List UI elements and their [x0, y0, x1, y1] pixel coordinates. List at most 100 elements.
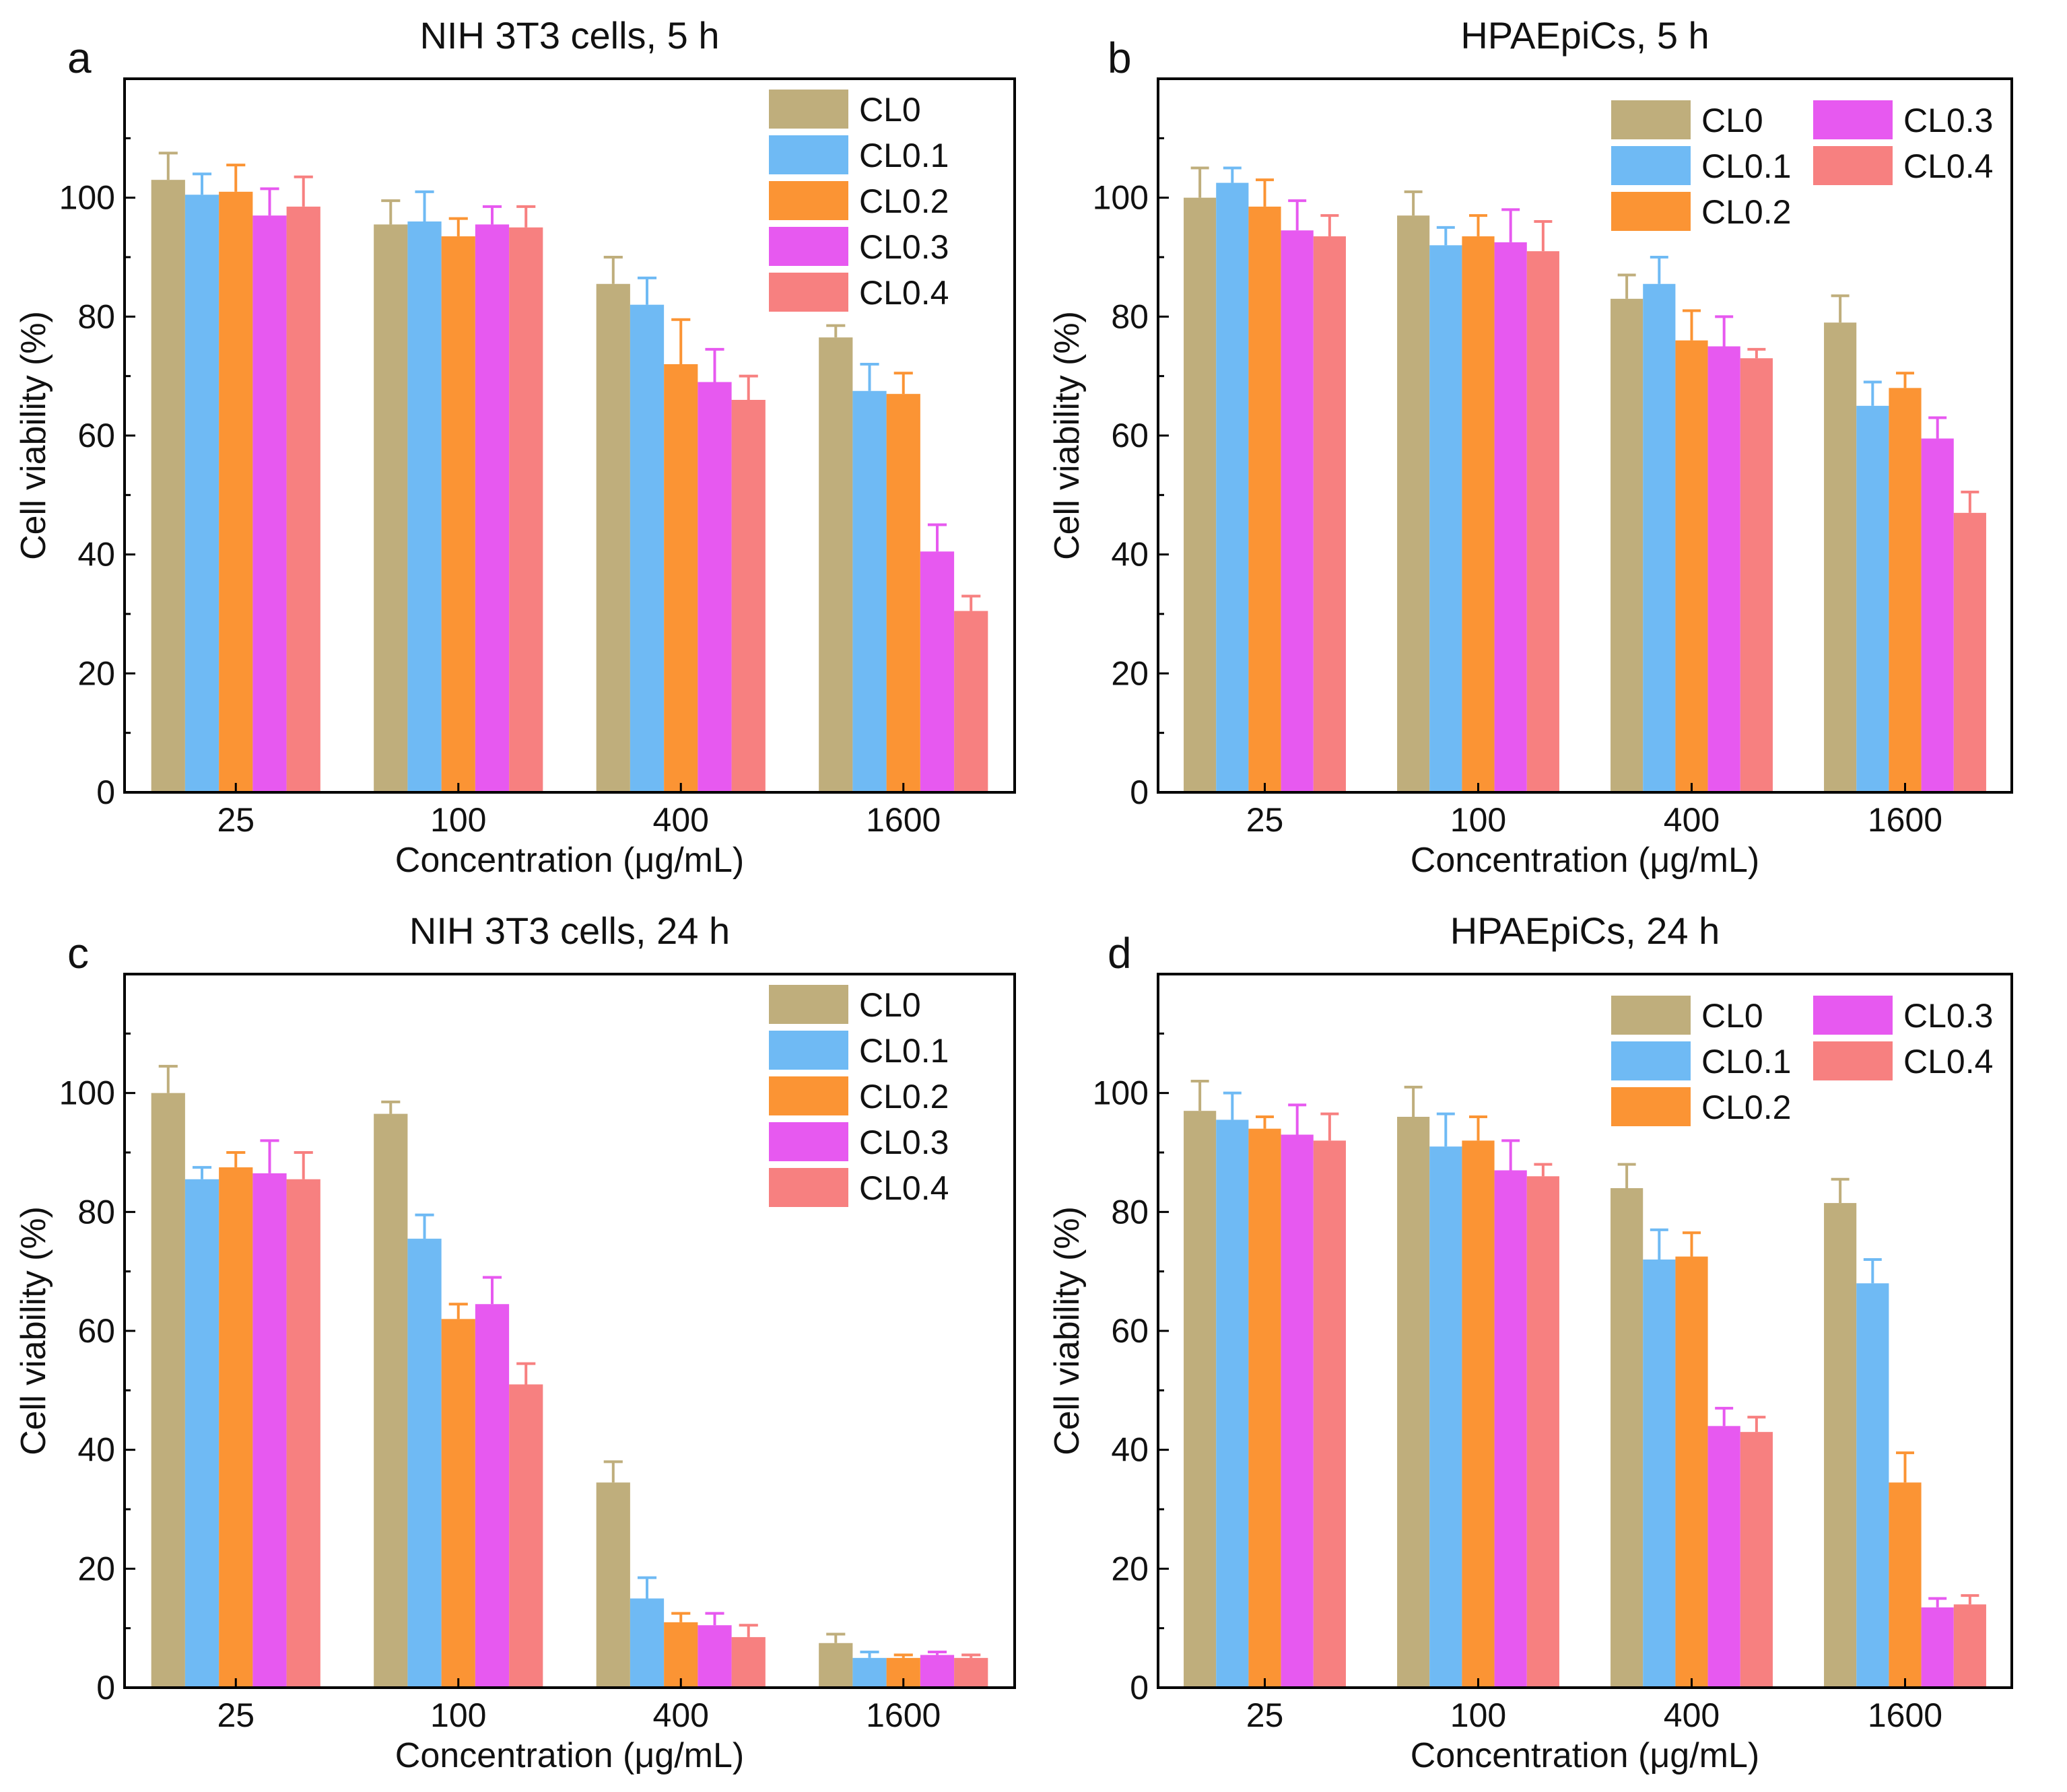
legend-swatch [1611, 1041, 1691, 1080]
x-tick-label: 1600 [866, 1696, 941, 1734]
y-tick-label: 20 [1111, 654, 1149, 692]
bar [1643, 1260, 1676, 1688]
legend-label: CL0.3 [859, 1124, 949, 1161]
bar [886, 394, 920, 792]
y-tick-label: 40 [77, 536, 115, 574]
bar [1462, 236, 1495, 792]
legend-swatch [1813, 996, 1893, 1035]
y-tick-label: 40 [77, 1431, 115, 1469]
x-tick-label: 100 [1450, 801, 1506, 839]
y-tick-label: 0 [1130, 773, 1149, 811]
bar [664, 1622, 698, 1688]
bar [1611, 298, 1644, 792]
bar [630, 304, 665, 793]
legend-label: CL0.3 [859, 228, 949, 266]
y-tick-label: 60 [77, 417, 115, 454]
x-axis-title: Concentration (μg/mL) [395, 1736, 744, 1775]
bar [441, 1319, 475, 1688]
legend: CL0 CL0.1 CL0.2 CL0.3 CL0.4 [769, 985, 949, 1207]
x-tick-label: 25 [217, 1696, 255, 1734]
legend-label: CL0.4 [1903, 1043, 1993, 1080]
x-tick-label: 400 [1664, 1696, 1720, 1734]
bar [1526, 1176, 1559, 1688]
legend-swatch [1813, 1041, 1893, 1080]
y-tick-label: 20 [77, 654, 115, 692]
y-tick-label: 100 [1093, 179, 1149, 217]
x-axis-title: Concentration (μg/mL) [1411, 1736, 1759, 1775]
chart-title: HPAEpiCs, 5 h [1460, 14, 1709, 57]
y-tick-label: 100 [1093, 1074, 1149, 1112]
legend-label: CL0 [1701, 997, 1763, 1035]
bar [920, 1655, 955, 1688]
bar [1494, 1170, 1527, 1688]
plot-frame [1157, 77, 2013, 794]
bar [219, 191, 253, 792]
x-tick-label: 25 [1246, 1696, 1284, 1734]
plot-frame [123, 973, 1016, 1689]
bar [852, 390, 887, 792]
y-tick-label: 40 [1111, 1431, 1149, 1469]
bar [819, 1643, 853, 1688]
legend-swatch [769, 985, 848, 1024]
bar [1953, 512, 1986, 792]
bar [596, 283, 630, 792]
bar [286, 1179, 320, 1688]
x-tick-label: 25 [217, 801, 255, 839]
bar [731, 400, 766, 792]
x-tick-label: 1600 [1868, 801, 1942, 839]
bar [1184, 1111, 1217, 1688]
bar [1675, 340, 1708, 793]
y-axis-title: Cell viability (%) [14, 311, 53, 560]
y-tick-label: 0 [96, 773, 115, 811]
bar [1281, 1134, 1314, 1688]
legend-label: CL0.3 [1903, 102, 1993, 139]
x-tick-label: 400 [653, 801, 709, 839]
legend-label: CL0.2 [859, 182, 949, 220]
bar [1429, 1146, 1462, 1688]
legend-label: CL0.3 [1903, 997, 1993, 1035]
bar [509, 227, 543, 792]
bar [475, 1304, 510, 1688]
bar [252, 1173, 287, 1688]
y-tick-label: 60 [77, 1312, 115, 1350]
legend-swatch [769, 1168, 848, 1207]
y-axis-title: Cell viability (%) [1048, 311, 1087, 560]
y-tick-label: 80 [77, 298, 115, 335]
legend-swatch [769, 273, 848, 312]
y-axis-title: Cell viability (%) [14, 1206, 53, 1455]
bar [1313, 236, 1346, 792]
bar [1248, 206, 1281, 793]
bar [184, 1179, 219, 1688]
panel-letter: a [67, 34, 92, 82]
y-tick-label: 80 [77, 1193, 115, 1231]
bar [407, 221, 442, 792]
x-axis-title: Concentration (μg/mL) [395, 841, 744, 880]
bar [151, 180, 185, 793]
bar [1462, 1140, 1495, 1688]
y-tick-label: 60 [1111, 1312, 1149, 1350]
y-tick-label: 0 [1130, 1669, 1149, 1707]
legend-label: CL0.4 [859, 1169, 949, 1207]
bar [1740, 1432, 1773, 1688]
legend-swatch [769, 227, 848, 266]
bar [1824, 322, 1857, 793]
bar [374, 1113, 408, 1688]
x-axis-title: Concentration (μg/mL) [1411, 841, 1759, 880]
bar [1740, 358, 1773, 792]
bar [475, 224, 510, 793]
bar [1824, 1203, 1857, 1688]
bar [1921, 1607, 1954, 1688]
plot-frame [1157, 973, 2013, 1689]
chart-title: NIH 3T3 cells, 5 h [419, 14, 719, 57]
legend-swatch [769, 181, 848, 220]
legend-swatch [1611, 996, 1691, 1035]
legend-label: CL0.2 [859, 1078, 949, 1115]
bar [1313, 1140, 1346, 1688]
bar [1889, 1482, 1922, 1688]
bar [1494, 242, 1527, 793]
legend-swatch [769, 1031, 848, 1070]
bar [596, 1482, 630, 1688]
legend-swatch [1611, 192, 1691, 231]
